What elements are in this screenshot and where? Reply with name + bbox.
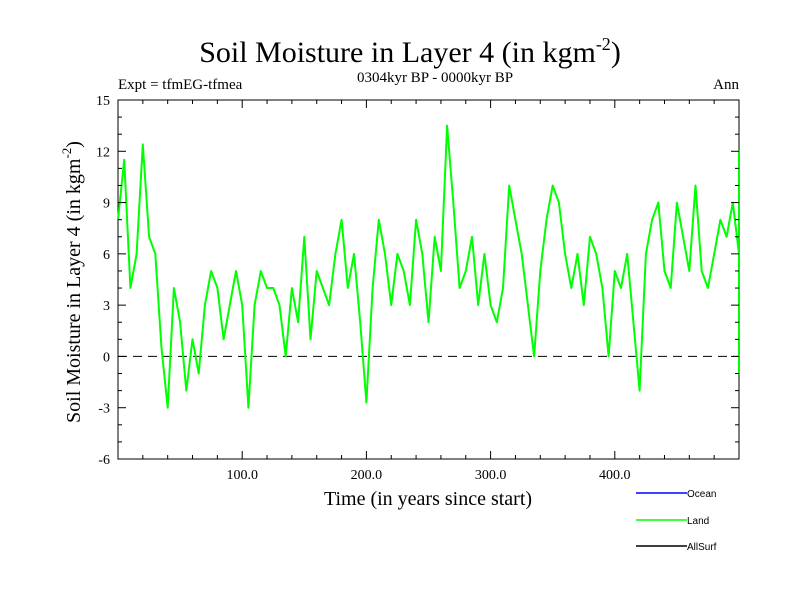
plot-frame [117, 99, 740, 460]
y-tick-label: 12 [96, 145, 110, 160]
series-line-land [117, 124, 740, 409]
x-tick-label: 200.0 [351, 468, 383, 483]
y-tick-label: 6 [103, 248, 110, 263]
legend-label-allsurf: AllSurf [687, 542, 717, 553]
y-tick-label: 15 [96, 94, 110, 109]
x-axis: 100.0 200.0 300.0 400.0 [142, 100, 715, 483]
legend-label-ocean: Ocean [687, 489, 716, 500]
season-label: Ann [713, 77, 739, 93]
legend: Ocean Land AllSurf [636, 489, 717, 553]
chart-subtitle: 0304kyr BP - 0000kyr BP [357, 70, 513, 86]
legend-label-land: Land [687, 516, 709, 527]
x-tick-label: 100.0 [226, 468, 258, 483]
y-tick-label: -3 [98, 402, 110, 417]
x-tick-label: 400.0 [599, 468, 631, 483]
y-tick-label: 3 [103, 299, 110, 314]
y-tick-label: -6 [98, 453, 110, 468]
x-axis-label: Time (in years since start) [324, 488, 532, 510]
y-tick-label: 0 [103, 350, 110, 365]
expt-label: Expt = tfmEG-tfmea [118, 77, 243, 93]
y-axis-label: Soil Moisture in Layer 4 (in kgm-2) [59, 141, 85, 423]
y-axis: -6 -3 0 3 6 9 12 15 [96, 94, 739, 468]
y-tick-label: 9 [103, 197, 110, 212]
chart-title: Soil Moisture in Layer 4 (in kgm-2) [199, 34, 621, 69]
x-tick-label: 300.0 [475, 468, 507, 483]
